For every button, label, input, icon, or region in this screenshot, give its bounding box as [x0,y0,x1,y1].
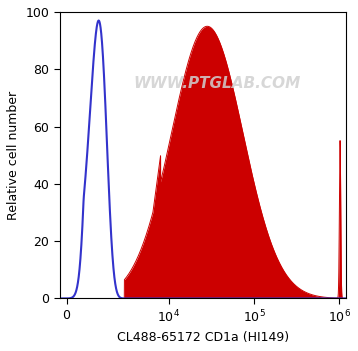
Y-axis label: Relative cell number: Relative cell number [7,91,20,220]
X-axis label: CL488-65172 CD1a (HI149): CL488-65172 CD1a (HI149) [117,331,289,344]
Text: WWW.PTGLAB.COM: WWW.PTGLAB.COM [134,76,301,91]
